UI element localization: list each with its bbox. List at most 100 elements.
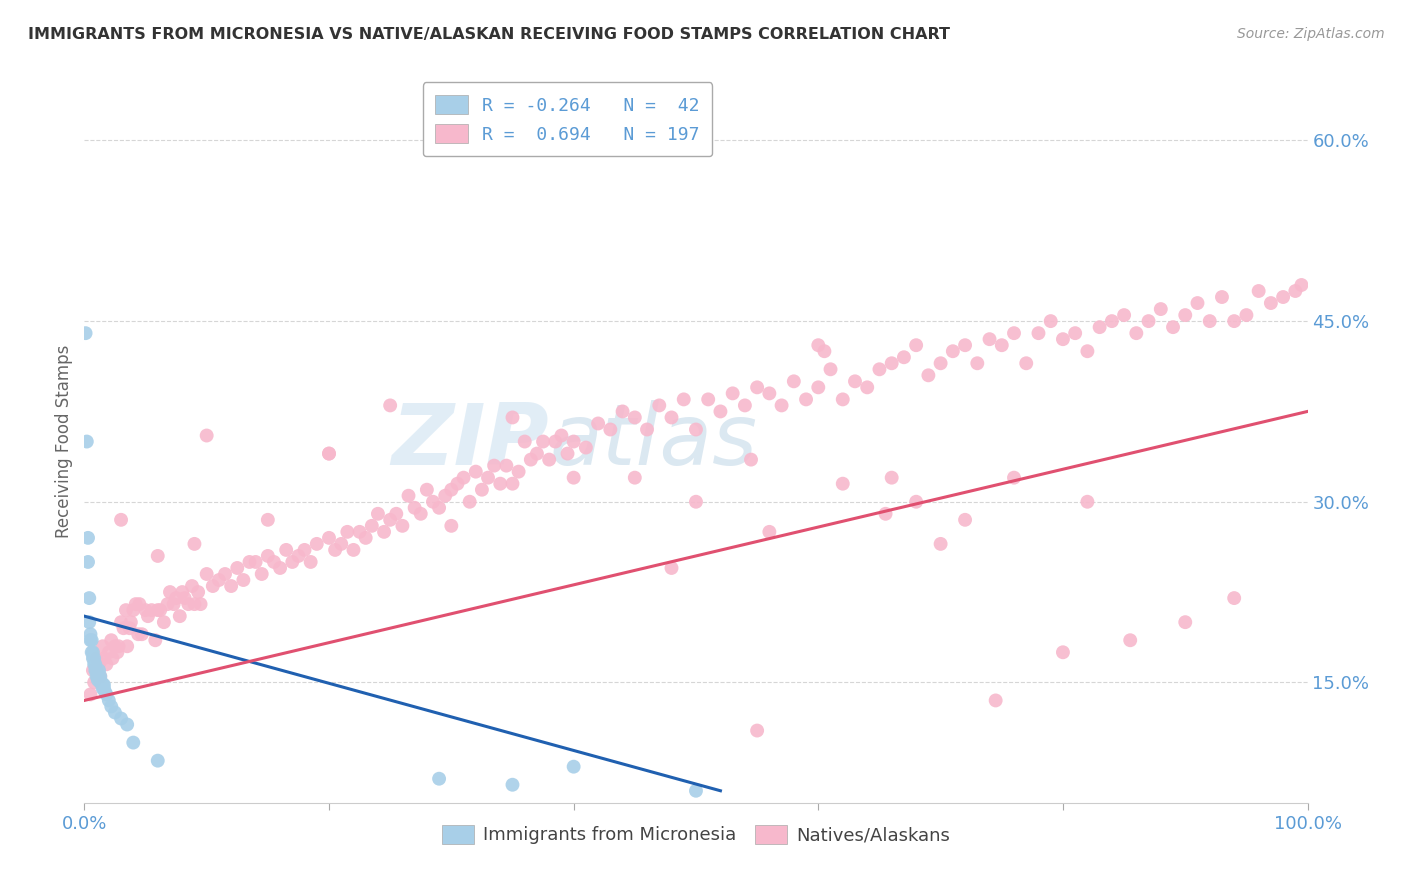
Point [82,664,104,678]
Point [104,706,127,720]
Point [721,386,744,401]
Point [758,524,780,539]
Point [245,555,267,569]
Point [661,410,683,425]
Point [87,669,110,683]
Point [135,603,157,617]
Point [87,657,110,672]
Point [440,483,463,497]
Point [856,380,879,394]
Point [100,633,122,648]
Point [110,615,132,630]
Point [83,651,105,665]
Point [453,470,475,484]
Point [416,483,439,497]
Point [143,633,166,648]
Point [84,664,107,678]
Point [1236,308,1258,322]
Text: ZIP: ZIP [391,400,550,483]
Point [181,579,204,593]
Point [77,591,100,606]
Point [141,603,163,617]
Point [1272,290,1295,304]
Point [276,542,298,557]
Point [80,633,103,648]
Point [131,627,153,641]
Point [112,621,135,635]
Point [807,338,830,352]
Point [942,344,965,359]
Point [770,398,793,412]
Point [91,639,114,653]
Point [636,423,658,437]
Point [96,657,118,672]
Point [127,627,149,641]
Point [844,374,866,388]
Point [440,518,463,533]
Point [318,446,340,460]
Point [294,542,316,557]
Point [557,446,579,460]
Point [1223,591,1246,606]
Point [77,555,100,569]
Point [520,452,543,467]
Point [1174,615,1197,630]
Point [163,597,186,611]
Point [83,657,105,672]
Point [685,494,707,508]
Point [1064,326,1087,340]
Point [502,476,524,491]
Point [318,531,340,545]
Point [747,723,769,738]
Point [1187,296,1209,310]
Point [208,573,231,587]
Point [128,597,150,611]
Point [422,494,444,508]
Point [929,537,952,551]
Point [482,458,505,473]
Point [305,537,328,551]
Point [195,428,218,442]
Point [1223,314,1246,328]
Point [107,639,129,653]
Point [794,392,817,407]
Point [96,687,118,701]
Point [86,669,108,683]
Point [1052,332,1074,346]
Point [93,651,115,665]
Point [183,537,205,551]
Point [76,434,98,449]
Point [342,542,364,557]
Point [115,603,138,617]
Point [1076,344,1098,359]
Point [110,513,132,527]
Point [323,542,346,557]
Point [86,664,108,678]
Point [360,518,382,533]
Point [101,651,124,665]
Point [336,524,359,539]
Point [173,591,195,606]
Point [214,567,236,582]
Point [287,549,309,563]
Point [183,597,205,611]
Point [90,675,112,690]
Point [84,657,107,672]
Point [427,772,450,786]
Point [97,693,120,707]
Point [77,615,100,630]
Point [1039,314,1062,328]
Point [1015,356,1038,370]
Point [1119,633,1142,648]
Point [434,489,457,503]
Point [257,549,280,563]
Point [83,675,105,690]
Point [624,470,647,484]
Point [464,465,486,479]
Point [966,356,988,370]
Point [544,434,567,449]
Point [238,555,260,569]
Point [82,645,104,659]
Point [146,603,169,617]
Text: Source: ZipAtlas.com: Source: ZipAtlas.com [1237,27,1385,41]
